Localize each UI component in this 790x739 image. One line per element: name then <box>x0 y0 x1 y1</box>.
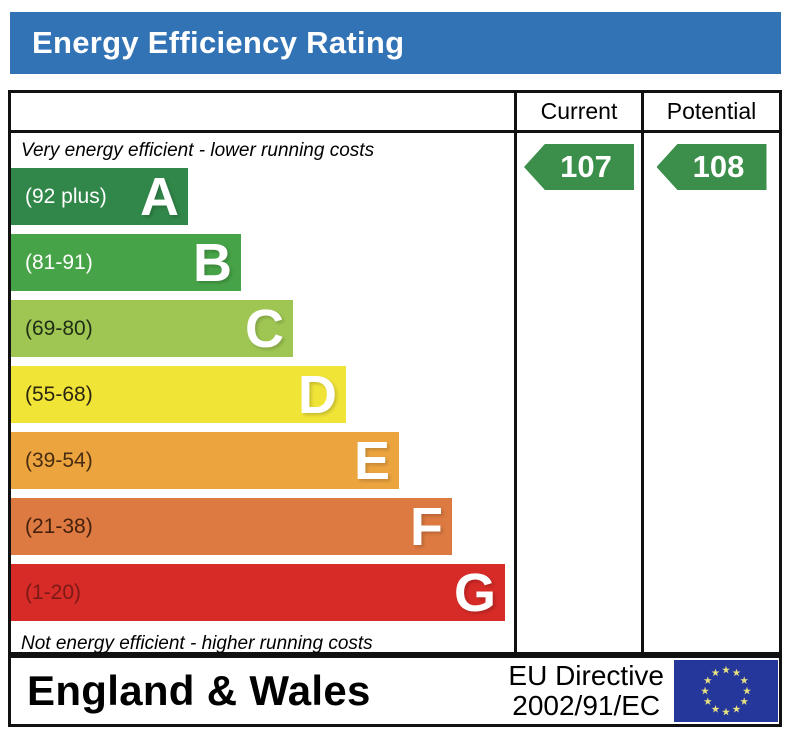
band-row-e: (39-54) E <box>11 432 399 489</box>
potential-rating-arrow: 108 <box>656 144 767 190</box>
current-column-header: Current <box>517 93 644 130</box>
potential-rating-cell: 108 <box>644 133 779 652</box>
bands-chart-area: Very energy efficient - lower running co… <box>11 133 517 654</box>
band-range: (39-54) <box>25 448 93 472</box>
footer-region-label: England & Wales <box>27 667 371 714</box>
table-header-row: Current Potential <box>11 93 779 133</box>
band-range: (55-68) <box>25 382 93 406</box>
band-range: (21-38) <box>25 514 93 538</box>
band-letter: A <box>140 166 179 227</box>
band-row-f: (21-38) F <box>11 498 452 555</box>
band-row-b: (81-91) B <box>11 234 241 291</box>
efficiency-note-top: Very energy efficient - lower running co… <box>21 139 375 161</box>
band-range: (1-20) <box>25 580 82 604</box>
band-letter: C <box>245 298 284 359</box>
table-body-row: Very energy efficient - lower running co… <box>11 133 779 654</box>
footer-bar: England & Wales EU Directive 2002/91/EC <box>8 655 782 727</box>
current-rating-value: 107 <box>560 149 612 184</box>
band-row-c: (69-80) C <box>11 300 293 357</box>
rating-table: Current Potential Very energy efficient … <box>8 90 782 655</box>
band-row-a: (92 plus) A <box>11 168 188 225</box>
page-title: Energy Efficiency Rating <box>32 25 405 60</box>
eu-directive-line2: 2002/91/EC <box>512 690 661 721</box>
band-row-d: (55-68) D <box>11 366 346 423</box>
current-rating-cell: 107 <box>517 133 644 652</box>
band-range: (81-91) <box>25 250 93 274</box>
current-rating-arrow: 107 <box>524 144 634 190</box>
efficiency-note-bottom: Not energy efficient - higher running co… <box>21 632 373 654</box>
eu-directive-text: EU Directive 2002/91/EC <box>508 661 664 721</box>
band-letter: E <box>353 430 390 491</box>
potential-column-header: Potential <box>666 98 757 124</box>
band-letter: D <box>298 364 337 425</box>
eu-flag <box>674 660 778 722</box>
title-banner: Energy Efficiency Rating <box>10 12 781 74</box>
potential-rating-value: 108 <box>692 149 745 184</box>
band-range: (92 plus) <box>25 184 107 208</box>
header-cell-blank <box>11 93 517 130</box>
band-row-g: (1-20) G <box>11 564 505 621</box>
eu-directive-line1: EU Directive <box>508 660 664 691</box>
band-letter: F <box>410 496 443 557</box>
band-range: (69-80) <box>25 316 93 340</box>
band-letter: B <box>193 232 232 293</box>
band-letter: G <box>453 562 496 623</box>
